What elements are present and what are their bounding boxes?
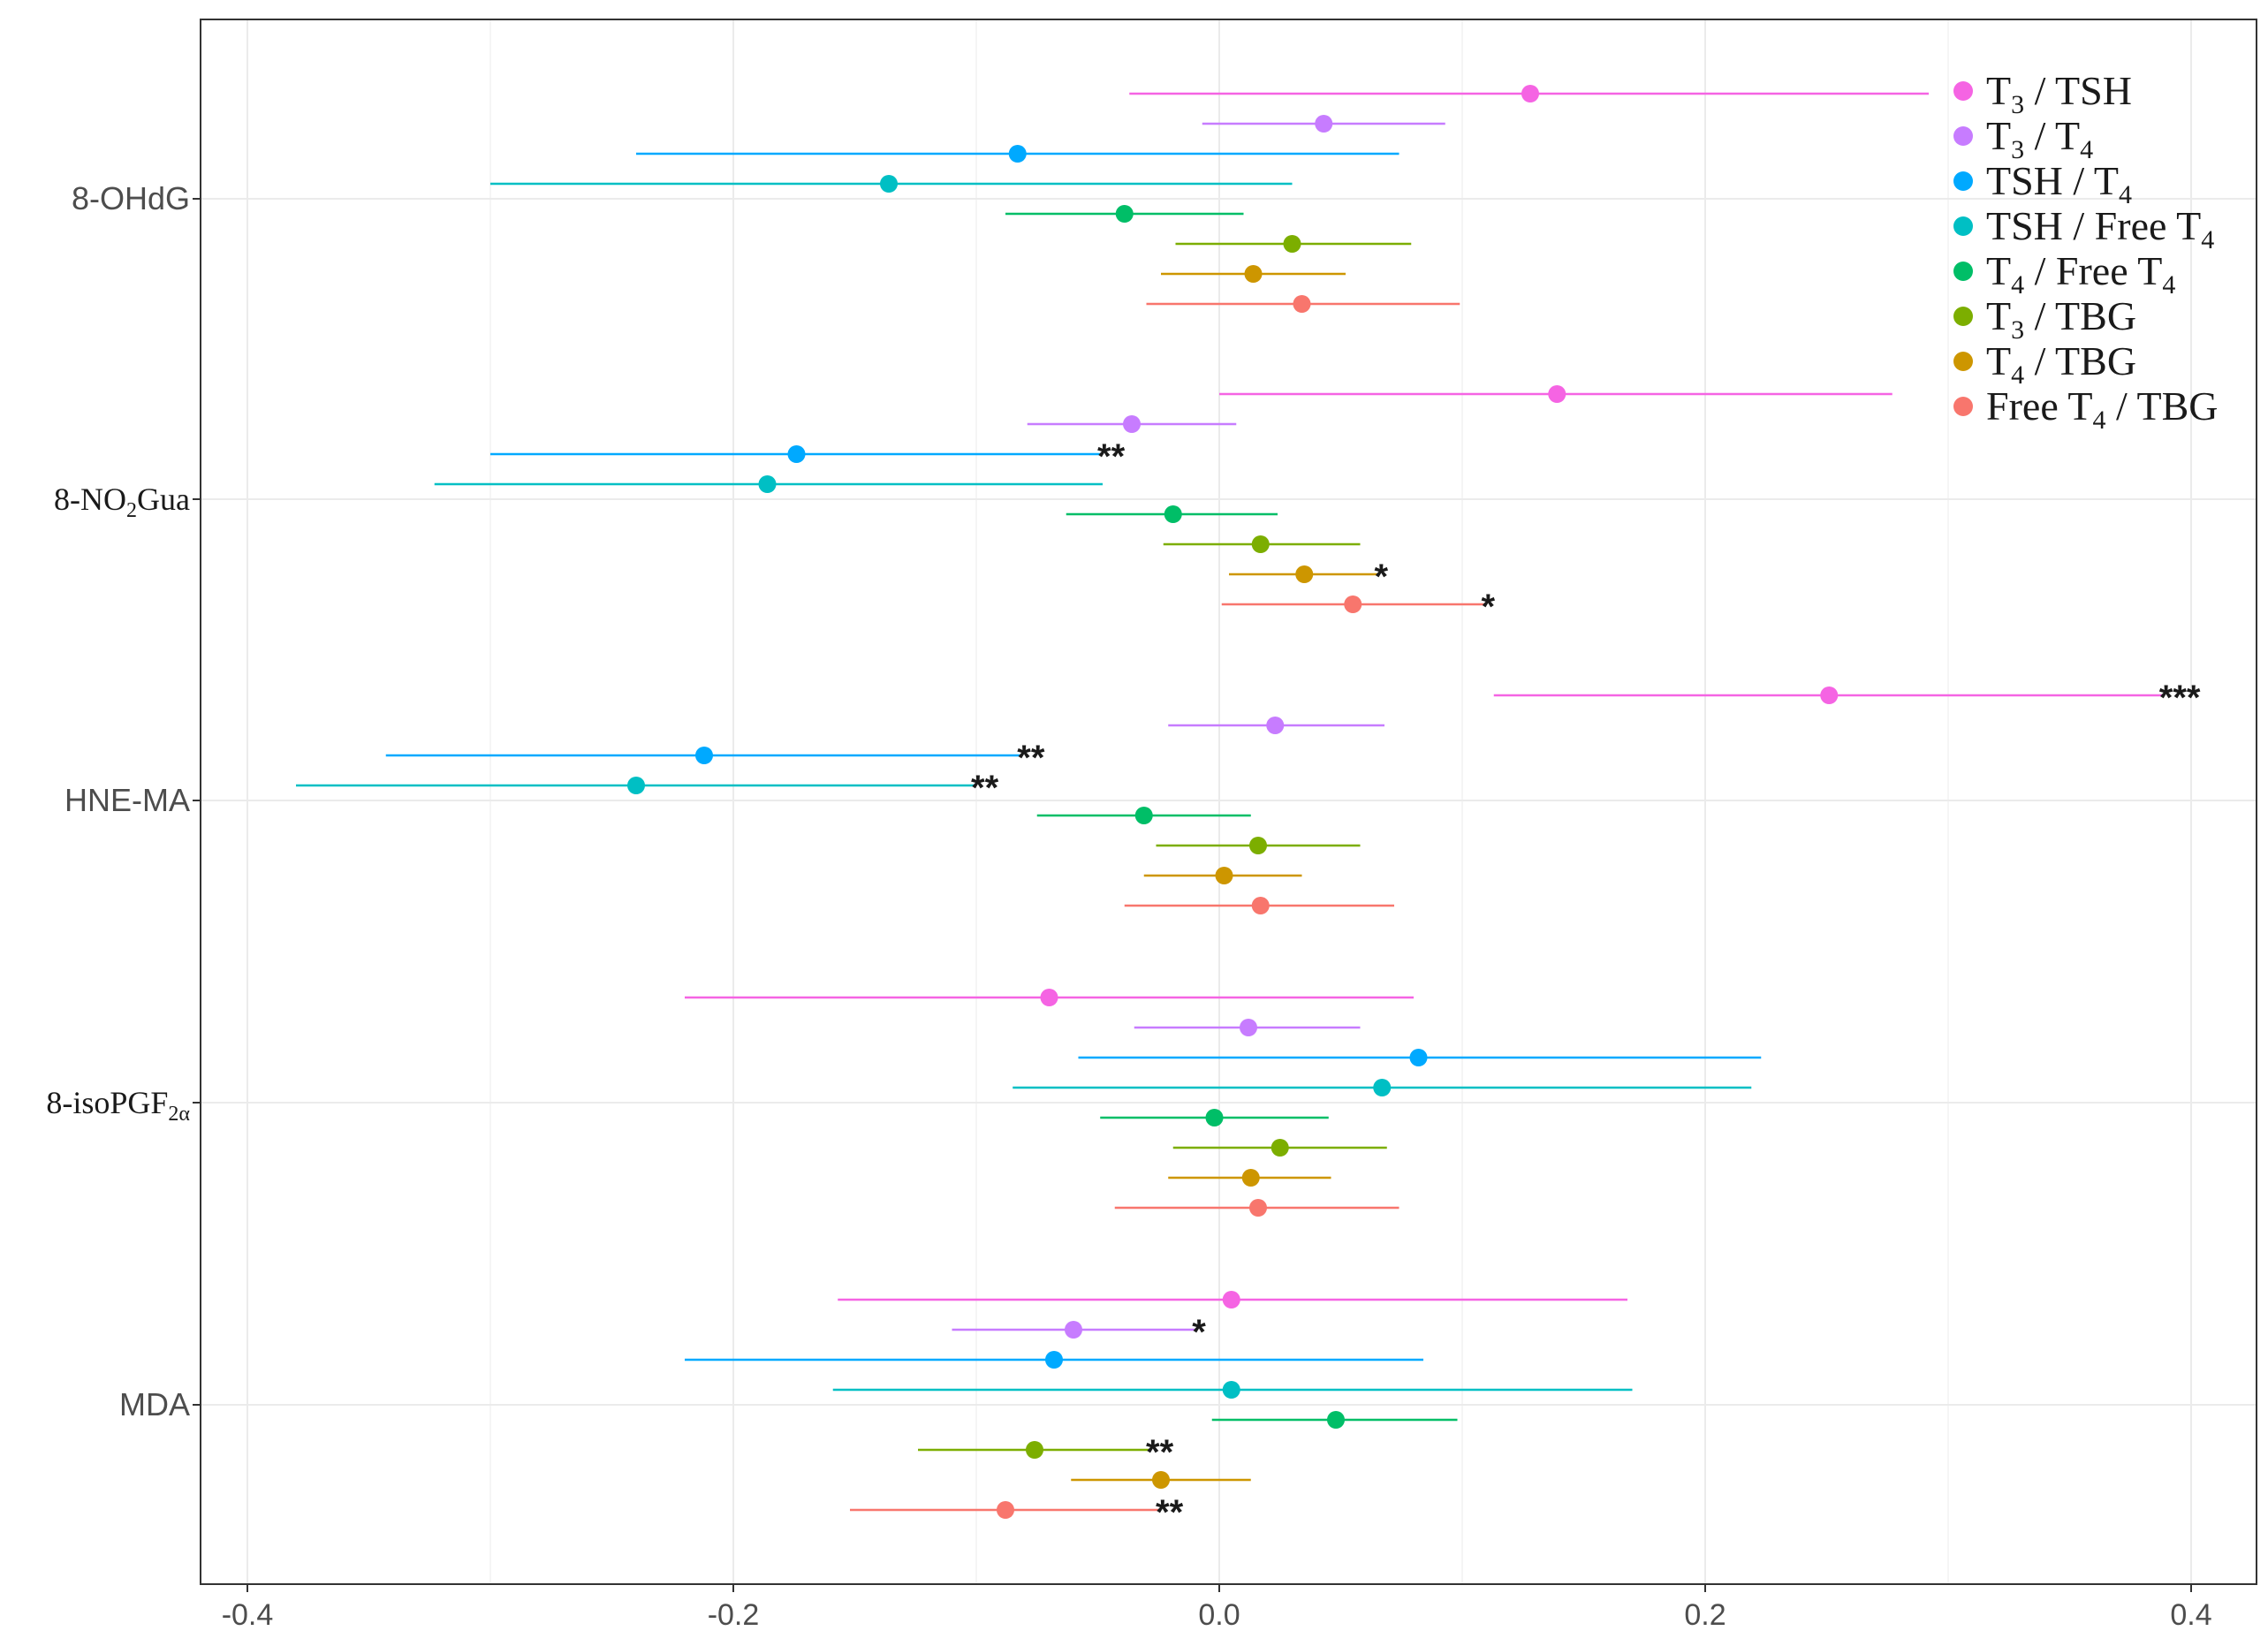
- estimate-point: [1251, 897, 1270, 914]
- significance-marker: **: [1146, 1433, 1174, 1472]
- estimate-point: [1222, 1381, 1240, 1399]
- estimate-point: [1040, 989, 1058, 1006]
- significance-marker: **: [971, 769, 999, 808]
- estimate-point: [1295, 565, 1314, 583]
- estimate-point: [1409, 1049, 1428, 1066]
- legend-swatch: [1953, 262, 1973, 281]
- significance-marker: **: [1156, 1493, 1184, 1532]
- estimate-point: [1240, 1019, 1257, 1036]
- significance-marker: **: [1097, 437, 1126, 476]
- estimate-point: [1205, 1109, 1224, 1126]
- estimate-point: [1115, 205, 1134, 223]
- significance-marker: *: [1375, 558, 1389, 596]
- x-tick-label: -0.2: [708, 1598, 760, 1632]
- significance-marker: *: [1192, 1313, 1206, 1352]
- estimate-point: [1249, 837, 1267, 854]
- estimate-point: [1215, 867, 1233, 884]
- estimate-point: [1820, 686, 1839, 704]
- legend-entry: T4 / Free T4: [1986, 248, 2175, 300]
- legend-entry: T3 / TBG: [1986, 293, 2136, 345]
- legend-entry: T3 / T4: [1986, 113, 2093, 164]
- estimate-point: [1293, 295, 1311, 313]
- estimate-point: [787, 445, 806, 463]
- estimate-point: [1249, 1199, 1267, 1217]
- legend-entry: TSH / T4: [1986, 158, 2132, 209]
- grid-lines: [201, 19, 2257, 1584]
- estimate-point: [1283, 235, 1301, 253]
- estimate-point: [1373, 1079, 1392, 1096]
- significance-marker: ***: [2159, 679, 2201, 717]
- estimate-point: [1241, 1169, 1260, 1187]
- significance-marker: **: [1017, 739, 1045, 777]
- legend-entry: TSH / Free T4: [1986, 203, 2214, 254]
- estimate-point: [627, 777, 645, 794]
- legend-swatch: [1953, 307, 1973, 326]
- estimate-point: [1164, 505, 1182, 523]
- estimate-point: [1244, 265, 1263, 283]
- estimate-point: [1045, 1351, 1063, 1369]
- estimate-point: [1123, 415, 1141, 433]
- estimate-point: [1152, 1471, 1170, 1489]
- significance-marker: *: [1482, 588, 1496, 626]
- estimate-point: [1344, 595, 1362, 613]
- y-tick-label: HNE-MA: [64, 782, 190, 818]
- legend-swatch: [1953, 352, 1973, 371]
- estimate-point: [1251, 535, 1270, 553]
- y-tick-label: 8-NO2Gua: [54, 482, 190, 522]
- x-tick-label: -0.4: [222, 1598, 274, 1632]
- legend-swatch: [1953, 216, 1973, 236]
- legend-entry: Free T4 / TBG: [1986, 383, 2218, 435]
- estimate-point: [1026, 1441, 1043, 1459]
- legend-swatch: [1953, 397, 1973, 416]
- estimate-point: [1548, 385, 1566, 403]
- estimate-point: [1222, 1291, 1240, 1308]
- legend-entry: T4 / TBG: [1986, 338, 2136, 390]
- y-axis: 8-OHdG 8-NO2Gua HNE-MA 8-isoPGF2α MDA: [46, 180, 201, 1422]
- estimate-point: [1521, 85, 1539, 102]
- estimate-point: [1315, 115, 1333, 133]
- data-marks: ****************: [296, 85, 2201, 1532]
- legend-swatch: [1953, 81, 1973, 101]
- estimate-point: [695, 747, 713, 764]
- estimate-point: [880, 175, 898, 193]
- estimate-point: [1134, 807, 1153, 824]
- y-tick-label: 8-isoPGF2α: [46, 1085, 190, 1126]
- estimate-point: [1065, 1321, 1082, 1339]
- x-axis: -0.4 -0.2 0.0 0.2 0.4: [222, 1584, 2212, 1632]
- legend-swatch: [1953, 171, 1973, 191]
- x-tick-label: 0.2: [1684, 1598, 1726, 1632]
- estimate-point: [758, 475, 777, 493]
- y-tick-label: MDA: [119, 1386, 190, 1422]
- y-tick-label: 8-OHdG: [72, 180, 190, 216]
- estimate-point: [1271, 1139, 1289, 1157]
- estimate-point: [1327, 1411, 1345, 1429]
- estimate-point: [997, 1501, 1014, 1519]
- estimate-point: [1266, 717, 1285, 734]
- estimate-point: [1008, 145, 1027, 163]
- panel-border: [200, 19, 2257, 1585]
- legend-swatch: [1953, 126, 1973, 146]
- legend-entry: T3 / TSH: [1986, 68, 2132, 119]
- x-tick-label: 0.0: [1198, 1598, 1240, 1632]
- x-tick-label: 0.4: [2170, 1598, 2211, 1632]
